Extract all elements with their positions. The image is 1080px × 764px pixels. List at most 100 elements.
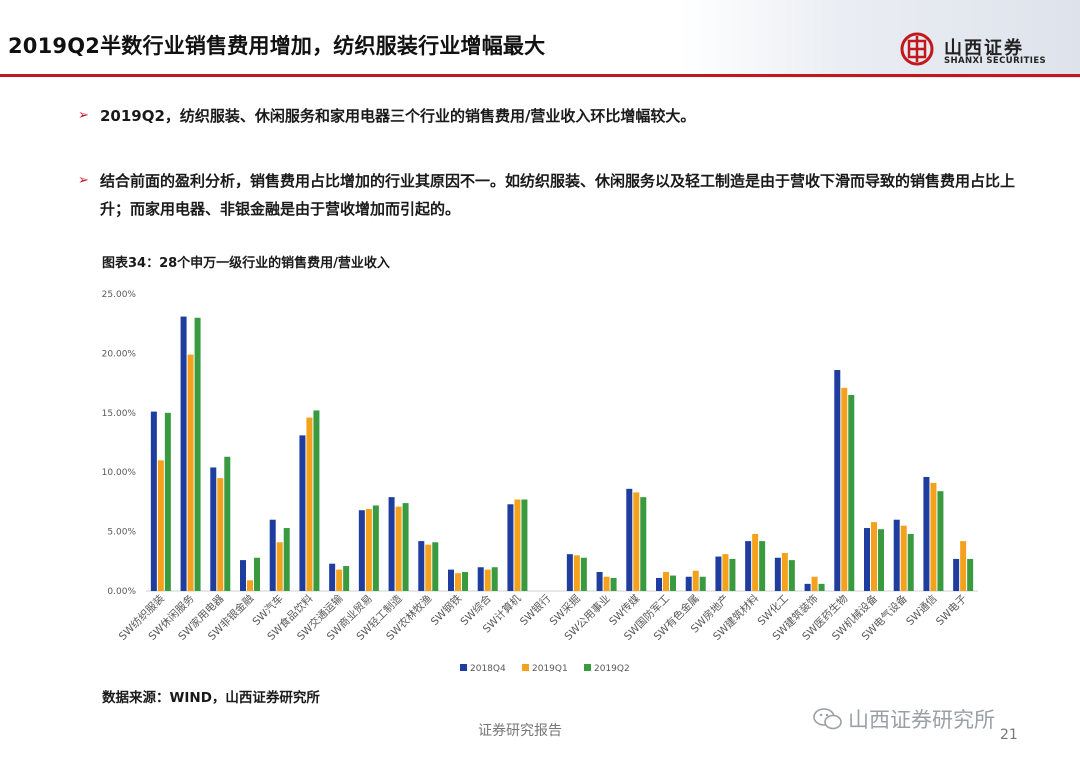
y-tick-label: 25.00% (102, 290, 137, 300)
bar-2018Q4 (834, 370, 841, 591)
bar-2018Q4 (477, 567, 484, 591)
y-tick-label: 15.00% (102, 409, 137, 419)
bar-2019Q1 (603, 576, 610, 591)
bar-2019Q1 (692, 570, 699, 591)
bar-2018Q4 (626, 488, 633, 591)
bar-2018Q4 (299, 435, 306, 591)
bar-2018Q4 (745, 541, 752, 591)
logo-text-en: SHANXI SECURITIES (944, 56, 1047, 66)
bar-2019Q2 (224, 456, 231, 591)
bar-2019Q1 (663, 571, 669, 591)
logo-mark-icon (900, 32, 934, 66)
y-tick-label: 10.00% (102, 468, 137, 478)
bar-2019Q1 (306, 417, 313, 591)
bar-2019Q1 (722, 554, 729, 591)
bar-2018Q4 (923, 476, 930, 591)
bar-2019Q1 (217, 478, 224, 591)
bar-2018Q4 (150, 411, 157, 591)
bar-2018Q4 (715, 556, 722, 591)
bar-2019Q2 (580, 557, 587, 591)
bar-2019Q1 (841, 387, 848, 591)
arrow-bullet-icon: ➢ (78, 108, 89, 123)
y-tick-label: 0.00% (107, 587, 136, 597)
bar-2019Q1 (365, 509, 372, 591)
bar-2019Q2 (759, 541, 766, 591)
data-source: 数据来源：WIND，山西证券研究所 (102, 690, 320, 706)
legend-swatch (460, 664, 467, 671)
bar-2019Q1 (276, 542, 283, 591)
bar-2019Q1 (960, 541, 967, 591)
logo-text-cn: 山西证券 (944, 38, 1024, 59)
header: 2019Q2半数行业销售费用增加，纺织服装行业增幅最大 山西证券 SHANXI … (0, 0, 1080, 78)
x-tick-label: SW电子 (933, 592, 969, 628)
bar-2019Q1 (871, 522, 877, 591)
page-number: 21 (1000, 727, 1018, 743)
company-logo: 山西证券 SHANXI SECURITIES (900, 32, 1070, 72)
bar-2019Q2 (283, 528, 290, 591)
bar-2018Q4 (596, 571, 603, 591)
x-tick-label: SW通信 (904, 593, 939, 628)
bar-2019Q1 (900, 525, 907, 591)
bar-2019Q1 (247, 580, 253, 591)
bar-2019Q2 (848, 394, 855, 591)
bar-2018Q4 (656, 577, 662, 591)
bar-2019Q1 (752, 533, 759, 591)
bar-2019Q1 (157, 460, 164, 591)
bar-2019Q1 (336, 569, 343, 591)
bar-2019Q1 (425, 544, 432, 591)
bar-2019Q2 (254, 557, 260, 591)
bar-2019Q2 (729, 558, 736, 591)
bar-2019Q1 (395, 506, 402, 591)
bullet-text-2: 结合前面的盈利分析，销售费用占比增加的行业其原因不一。如纺织服装、休闲服务以及轻… (100, 172, 1016, 218)
arrow-bullet-icon: ➢ (78, 173, 89, 188)
bar-2018Q4 (566, 554, 573, 591)
bullet-point-2: ➢ 结合前面的盈利分析，销售费用占比增加的行业其原因不一。如纺织服装、休闲服务以… (78, 167, 1040, 223)
bar-2018Q4 (893, 519, 900, 591)
bar-2019Q1 (187, 354, 194, 591)
bar-2019Q2 (432, 542, 439, 591)
x-tick-label: SW银行 (517, 592, 553, 628)
bar-2018Q4 (953, 558, 960, 591)
y-tick-label: 5.00% (107, 528, 136, 538)
bar-2018Q4 (418, 541, 425, 591)
bar-2019Q2 (313, 410, 320, 591)
wechat-icon (813, 708, 842, 730)
y-tick-label: 20.00% (102, 349, 137, 359)
bar-2019Q1 (633, 492, 640, 591)
bar-2019Q2 (372, 505, 379, 591)
bar-2018Q4 (388, 497, 395, 591)
bar-2019Q2 (462, 571, 468, 591)
bar-2019Q2 (164, 412, 171, 591)
legend-swatch (584, 664, 591, 671)
bar-2019Q2 (878, 529, 884, 591)
bar-2018Q4 (269, 519, 276, 591)
bar-2019Q1 (573, 555, 580, 591)
bar-chart: 0.00%5.00%10.00%15.00%20.00%25.00%SW纺织服装… (102, 290, 978, 674)
bar-2018Q4 (804, 583, 811, 591)
bar-2019Q1 (811, 576, 818, 591)
bar-2019Q2 (907, 533, 914, 591)
bar-2019Q2 (670, 575, 676, 591)
footer-label: 证券研究报告 (478, 723, 562, 739)
legend-label: 2019Q2 (594, 664, 630, 674)
bar-2019Q2 (699, 576, 706, 591)
bar-2018Q4 (507, 504, 514, 591)
bar-2019Q2 (967, 558, 974, 591)
legend-label: 2018Q4 (470, 664, 506, 674)
bar-2019Q1 (455, 573, 461, 591)
bar-2019Q2 (402, 503, 409, 591)
header-rule (0, 74, 1080, 77)
bar-2018Q4 (448, 569, 454, 591)
bar-2019Q1 (930, 482, 937, 591)
legend-swatch (522, 664, 529, 671)
bar-2018Q4 (180, 316, 187, 591)
bar-2018Q4 (210, 467, 217, 591)
bar-2019Q2 (610, 577, 617, 591)
bar-2019Q2 (937, 491, 944, 591)
bar-2019Q1 (514, 499, 521, 591)
bullet-text-1: 2019Q2，纺织服装、休闲服务和家用电器三个行业的销售费用/营业收入环比增幅较… (100, 107, 696, 125)
bar-2018Q4 (774, 557, 781, 591)
bar-2019Q2 (521, 499, 528, 591)
bar-2019Q1 (781, 552, 788, 591)
bar-2019Q2 (788, 560, 795, 591)
